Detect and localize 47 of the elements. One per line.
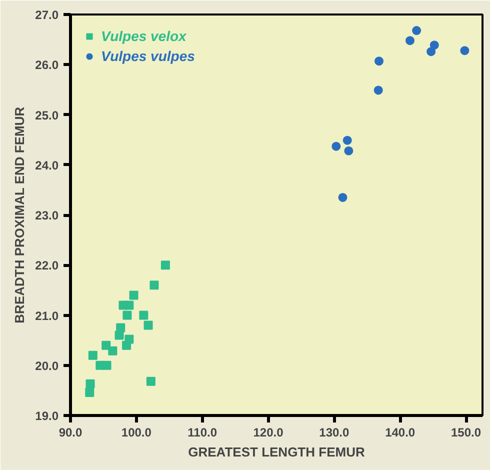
x-tick-label: 130.0 xyxy=(319,426,350,440)
y-axis-title: BREADTH PROXIMAL END FEMUR xyxy=(12,106,28,324)
x-axis-title: GREATEST LENGTH FEMUR xyxy=(188,444,366,460)
point xyxy=(460,46,470,56)
point xyxy=(342,136,352,145)
point xyxy=(412,26,422,36)
y-tick-label: 25.0 xyxy=(35,108,59,122)
point xyxy=(124,334,134,344)
y-tick-label: 21.0 xyxy=(35,308,59,323)
y-tick-label: 24.0 xyxy=(35,158,59,172)
y-tick-label: 20.0 xyxy=(35,358,59,373)
legend-label: Vulpes vulpes xyxy=(101,48,195,64)
point xyxy=(160,260,170,270)
point xyxy=(139,310,148,320)
y-tick-label: 26.0 xyxy=(35,58,59,72)
point xyxy=(344,146,354,156)
point xyxy=(338,192,348,202)
x-tick-label: 100.0 xyxy=(121,426,152,440)
point xyxy=(129,290,138,300)
x-tick-label: 120.0 xyxy=(253,426,284,440)
point xyxy=(122,310,132,320)
point xyxy=(85,388,94,397)
point xyxy=(146,376,156,386)
x-tick-label: 110.0 xyxy=(188,426,218,440)
point xyxy=(116,323,126,332)
y-tick-label: 22.0 xyxy=(35,258,59,273)
point xyxy=(108,346,118,356)
x-tick-label: 150.0 xyxy=(451,426,482,440)
point xyxy=(124,300,134,310)
y-tick-label: 27.0 xyxy=(35,8,59,22)
x-tick-label: 140.0 xyxy=(385,426,416,440)
point xyxy=(426,47,436,56)
point xyxy=(332,142,341,151)
point xyxy=(150,280,159,290)
point xyxy=(86,379,95,388)
point xyxy=(102,340,111,350)
point xyxy=(405,36,414,46)
y-tick-label: 23.0 xyxy=(35,208,59,222)
point xyxy=(102,360,112,370)
point xyxy=(430,40,439,50)
point xyxy=(374,86,383,95)
point xyxy=(374,56,384,66)
y-tick-label: 19.0 xyxy=(35,409,59,423)
legend-label: Vulpes velox xyxy=(101,28,186,44)
x-tick-label: 90.0 xyxy=(58,426,83,440)
point xyxy=(88,350,98,360)
point xyxy=(144,320,153,330)
